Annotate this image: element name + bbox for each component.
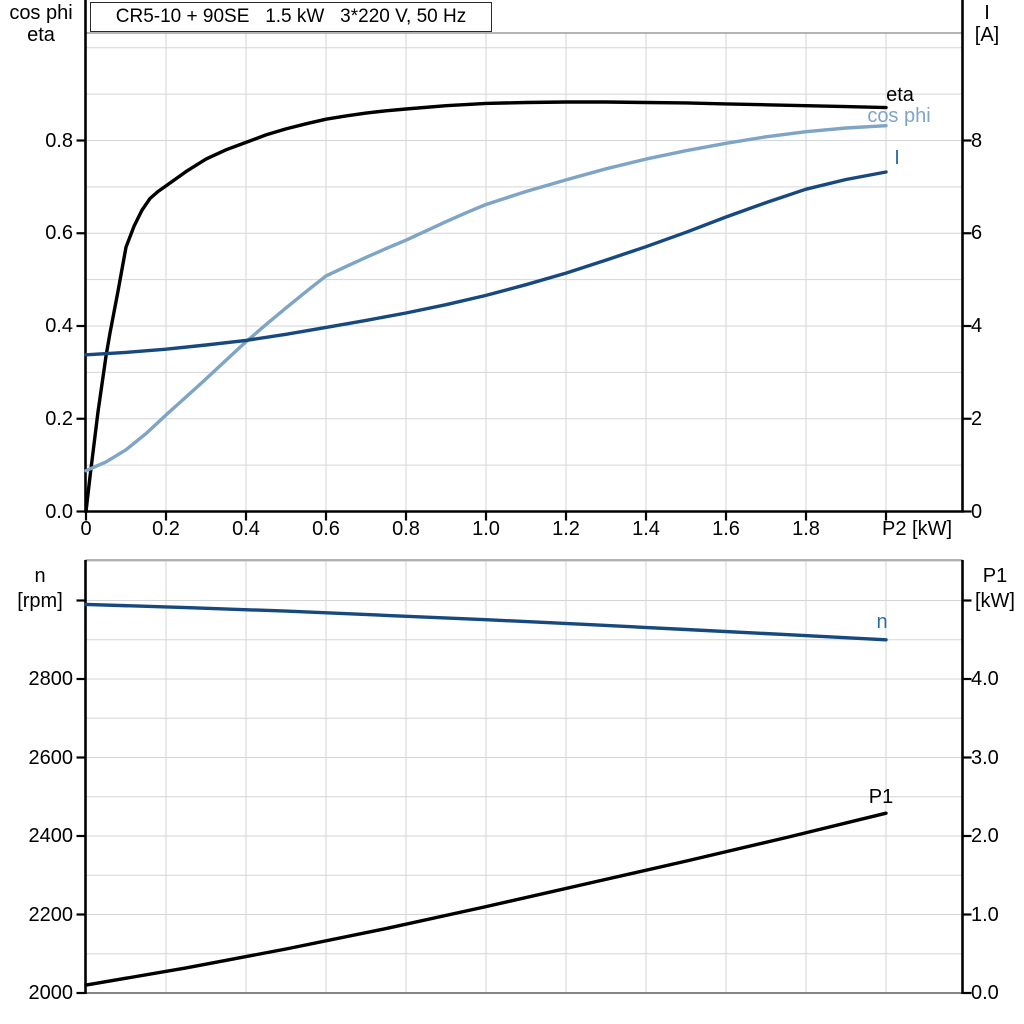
top-right-axis-title: I [A] [955, 2, 1019, 46]
curve-label-p1: P1 [868, 786, 894, 808]
axis-title-eta: eta [27, 24, 55, 46]
axis-title-speed-unit: [rpm] [17, 590, 63, 612]
curve-cos-phi [84, 123, 888, 473]
axis-title-cos-phi: cos phi [9, 2, 73, 24]
curve-eta [84, 100, 888, 514]
curve-label-eta: eta [886, 84, 914, 106]
curve-P1 [84, 811, 888, 987]
bottom-left-axis-title: n [rpm] [0, 564, 80, 614]
curve-label-cos-phi: cos phi [867, 105, 931, 127]
curve-I [84, 170, 888, 357]
chart-title: CR5-10 + 90SE 1.5 kW 3*220 V, 50 Hz [115, 6, 467, 27]
chart-title-box: CR5-10 + 90SE 1.5 kW 3*220 V, 50 Hz [90, 2, 492, 32]
axis-title-current: I [984, 2, 990, 24]
axis-title-p1-unit: [kW] [975, 590, 1015, 612]
axis-title-p1: P1 [982, 565, 1008, 587]
x-axis-label-p2: P2 [kW] [882, 518, 953, 540]
top-left-axis-title: cos phi eta [2, 2, 80, 46]
curve-n [84, 602, 888, 642]
curve-label-speed: n [876, 611, 888, 633]
axis-title-current-unit: [A] [974, 24, 1000, 46]
axis-title-speed: n [34, 565, 46, 587]
bottom-right-axis-title: P1 [kW] [966, 564, 1024, 614]
curve-label-current: I [894, 147, 900, 169]
